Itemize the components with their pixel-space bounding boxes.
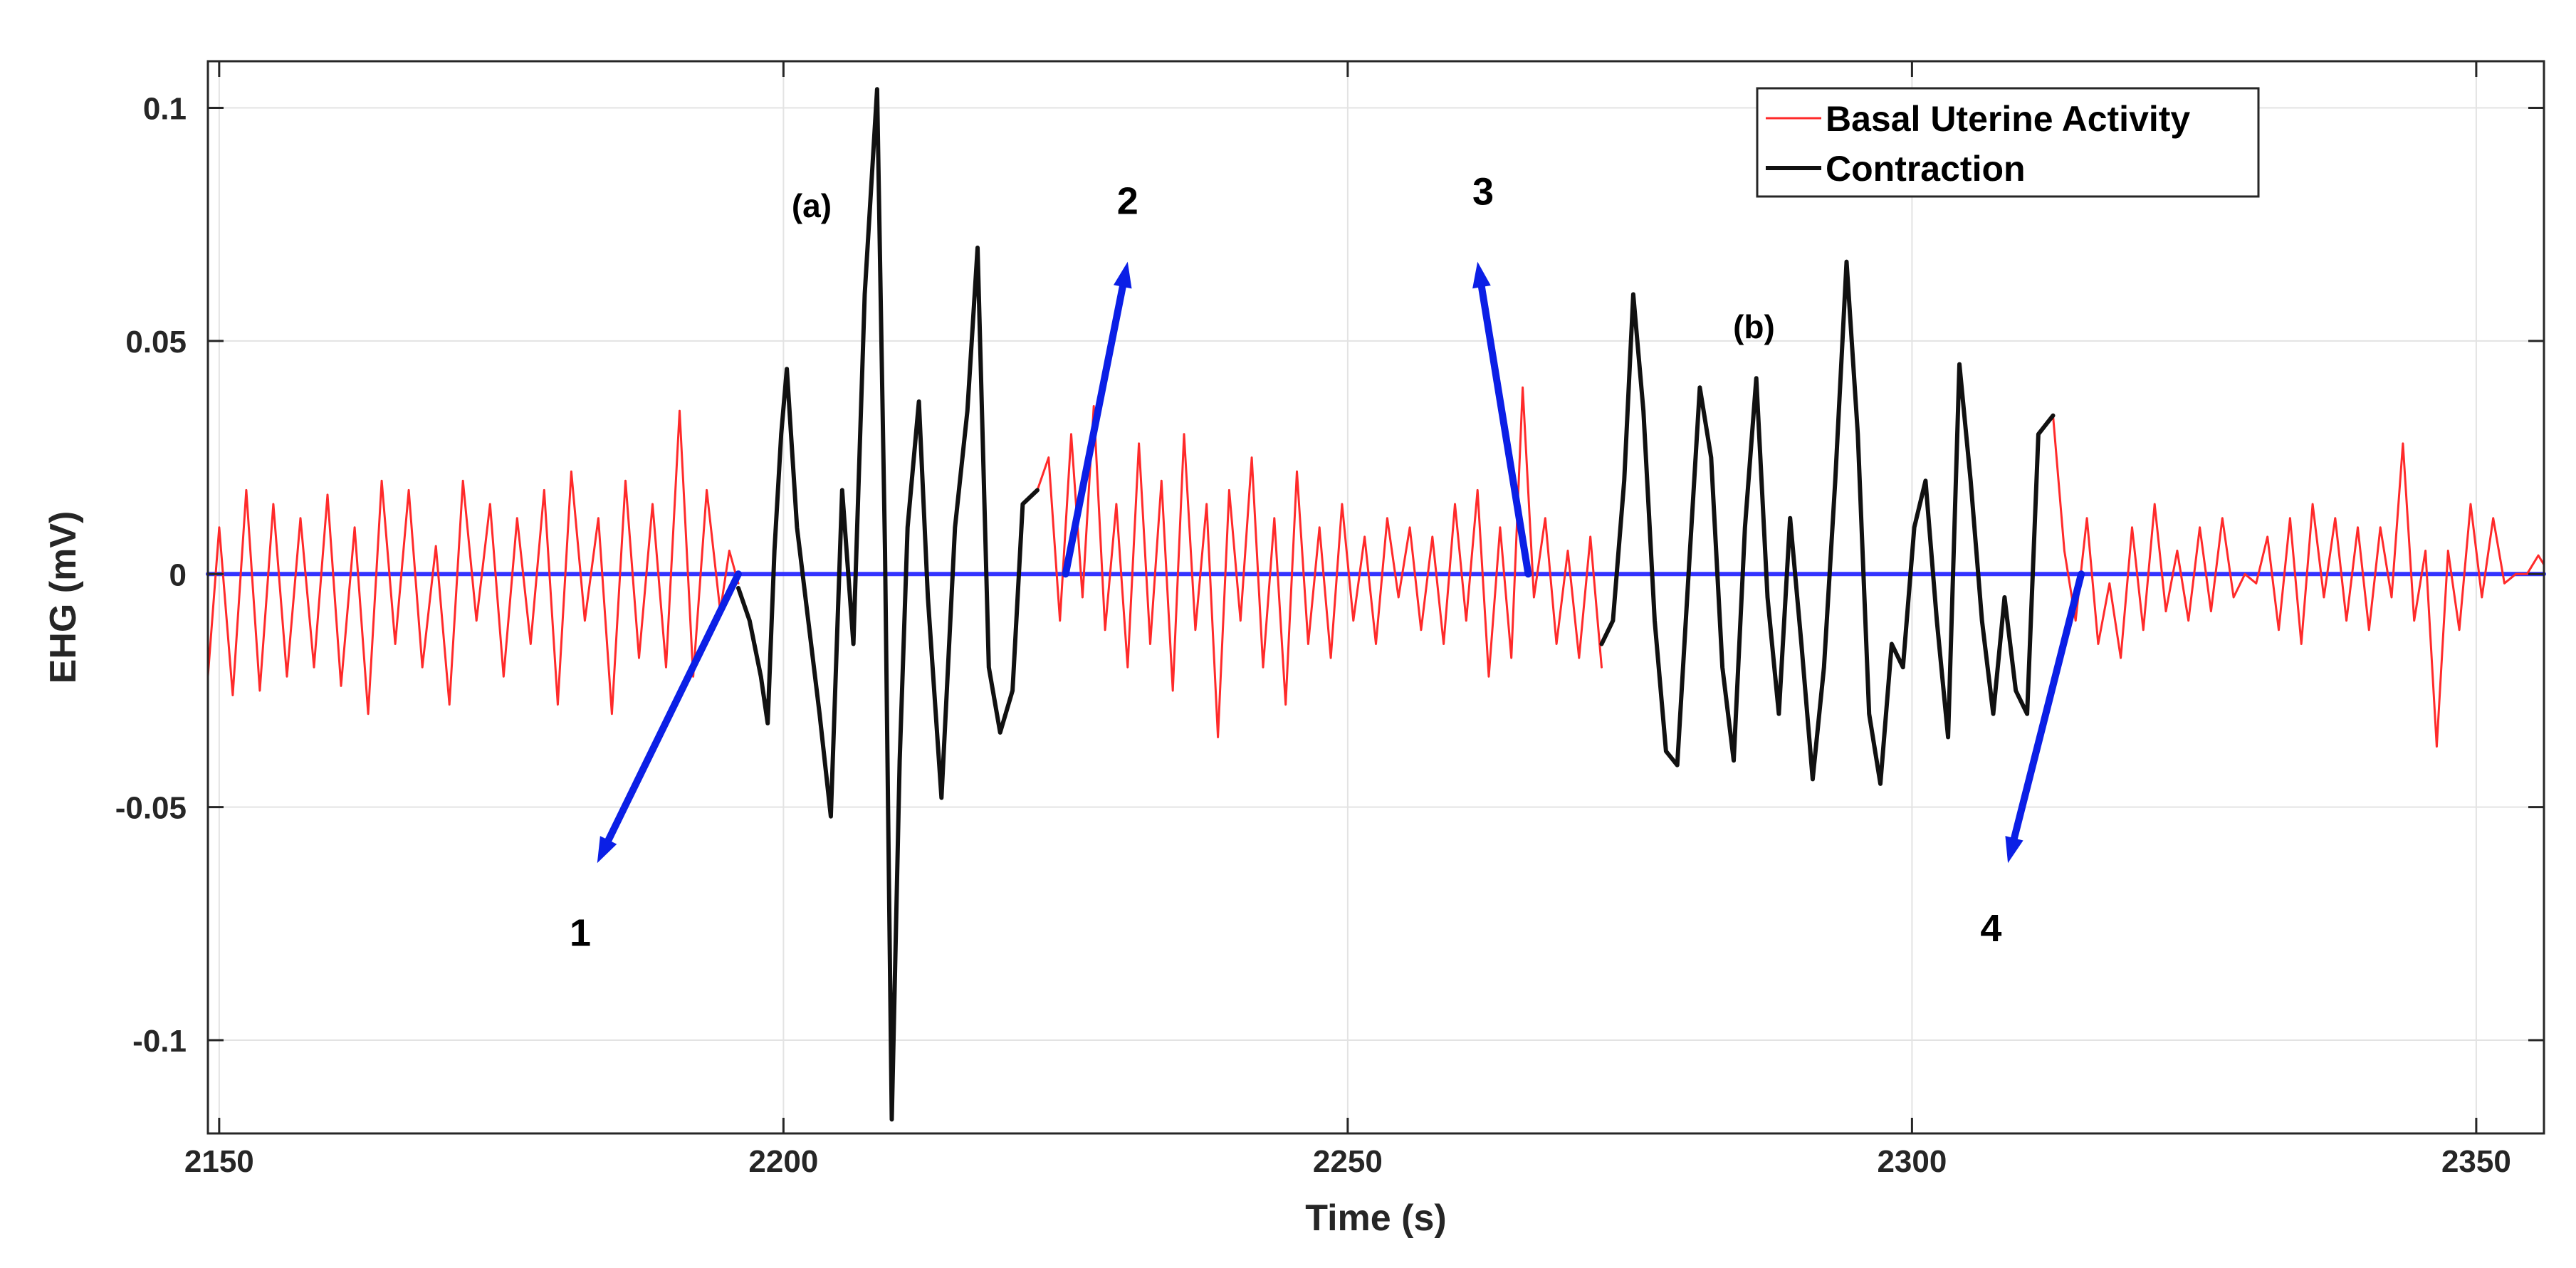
y-tick-label: 0.1 [143,91,187,126]
legend-label-basal: Basal Uterine Activity [1826,99,2190,139]
series-line-contraction [1599,259,2056,786]
y-tick-label: 0.05 [125,325,187,360]
series-line-contraction [736,87,1040,1122]
series-lines [206,87,2546,1122]
region-label: (a) [792,187,832,224]
annotations: 1 2 3 4 (a) (b) [570,170,2085,954]
tick-labels: 2150 2200 2250 2300 2350 0.1 0.05 0 -0.05 -0.1 [115,91,2511,1179]
legend-box [1756,87,2260,198]
arrow-3 [1477,283,1532,578]
arrow-2 [1062,283,1126,578]
x-axis-title: Time (s) [1305,1198,1446,1239]
arrow-head-4 [2005,836,2023,864]
y-axis-title: EHG (mV) [43,511,84,684]
y-tick-label: 0 [169,557,187,592]
arrow-head-1 [597,836,617,864]
arrow-4 [2010,570,2085,842]
series-line-basal-uterine-activity [1036,386,1603,738]
arrow-1 [604,570,742,844]
x-tick-label: 2300 [1877,1144,1947,1179]
series-line-basal-uterine-activity [2052,414,2545,748]
x-tick-label: 2350 [2441,1144,2511,1179]
arrow-label-3: 3 [1472,170,1494,213]
x-tick-label: 2250 [1313,1144,1383,1179]
region-label: (b) [1733,308,1775,345]
tick-marks [208,61,2544,1133]
arrow-head-3 [1472,261,1491,289]
arrow-head-2 [1114,261,1132,289]
arrow-label-4: 4 [1980,907,2001,950]
plot-frame [206,60,2545,1135]
series-line-basal-uterine-activity [206,409,740,716]
x-tick-label: 2200 [748,1144,818,1179]
legend-label-contraction: Contraction [1826,149,2026,189]
x-tick-label: 2150 [184,1144,254,1179]
arrow-label-2: 2 [1117,179,1138,222]
y-tick-label: -0.1 [132,1024,187,1059]
y-tick-label: -0.05 [115,791,187,826]
arrow-label-1: 1 [570,911,591,954]
legend: Basal Uterine Activity Contraction [1756,87,2260,198]
